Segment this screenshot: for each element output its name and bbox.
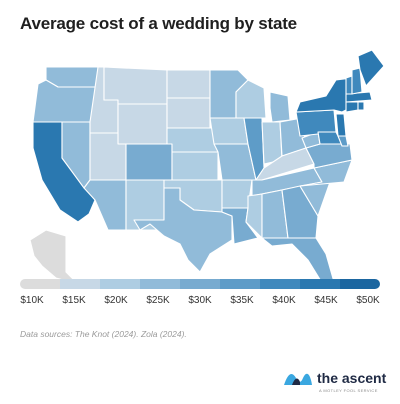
state-fl (261, 237, 335, 280)
state-ak (29, 229, 75, 280)
us-map (0, 40, 400, 280)
state-nh (351, 67, 363, 95)
state-ct (345, 101, 359, 113)
legend-label: $25K (146, 295, 170, 306)
state-ny (295, 77, 355, 113)
map-title: Average cost of a wedding by state (20, 14, 297, 33)
logo-wordmark: the ascent (317, 370, 387, 386)
state-nd (166, 69, 211, 99)
legend-label: $45K (314, 295, 338, 306)
legend-label: $40K (272, 295, 296, 306)
legend-labels: $10K $15K $20K $25K $30K $35K $40K $45K $50K (20, 295, 380, 309)
state-vt (345, 75, 353, 95)
state-tx (133, 187, 233, 273)
state-mt (103, 66, 168, 105)
state-ri (357, 101, 365, 111)
state-me (357, 49, 385, 87)
state-ms (245, 193, 263, 239)
state-co (125, 143, 173, 181)
legend-swatch (300, 279, 340, 289)
logo-tagline: A MOTLEY FOOL SERVICE (319, 388, 378, 393)
us-map-svg (29, 49, 385, 280)
legend-label: $20K (104, 295, 128, 306)
state-ks (171, 151, 219, 181)
legend-label: $10K (20, 295, 44, 306)
legend-label: $15K (62, 295, 86, 306)
state-ia (209, 117, 249, 145)
legend-swatch (340, 279, 380, 289)
data-source-note: Data sources: The Knot (2024). Zola (202… (20, 329, 187, 339)
legend-swatch (100, 279, 140, 289)
state-sd (166, 97, 211, 129)
the-ascent-logo: the ascent A MOTLEY FOOL SERVICE (283, 368, 387, 393)
legend-label: $30K (188, 295, 212, 306)
legend-swatch (60, 279, 100, 289)
state-ga (281, 185, 319, 239)
state-nj (335, 113, 347, 137)
state-wi (235, 79, 267, 119)
legend-swatch (140, 279, 180, 289)
legend-label: $50K (356, 295, 380, 306)
state-ne (166, 127, 219, 153)
legend-swatch (20, 279, 60, 289)
legend-swatch (180, 279, 220, 289)
legend-label: $35K (230, 295, 254, 306)
state-mi (269, 91, 291, 123)
ascent-wave-icon (284, 373, 312, 385)
legend-swatch (220, 279, 260, 289)
state-wy (117, 103, 168, 145)
state-ma (345, 91, 373, 103)
legend-color-scale (20, 279, 380, 289)
legend-swatch (260, 279, 300, 289)
state-de (337, 135, 349, 147)
